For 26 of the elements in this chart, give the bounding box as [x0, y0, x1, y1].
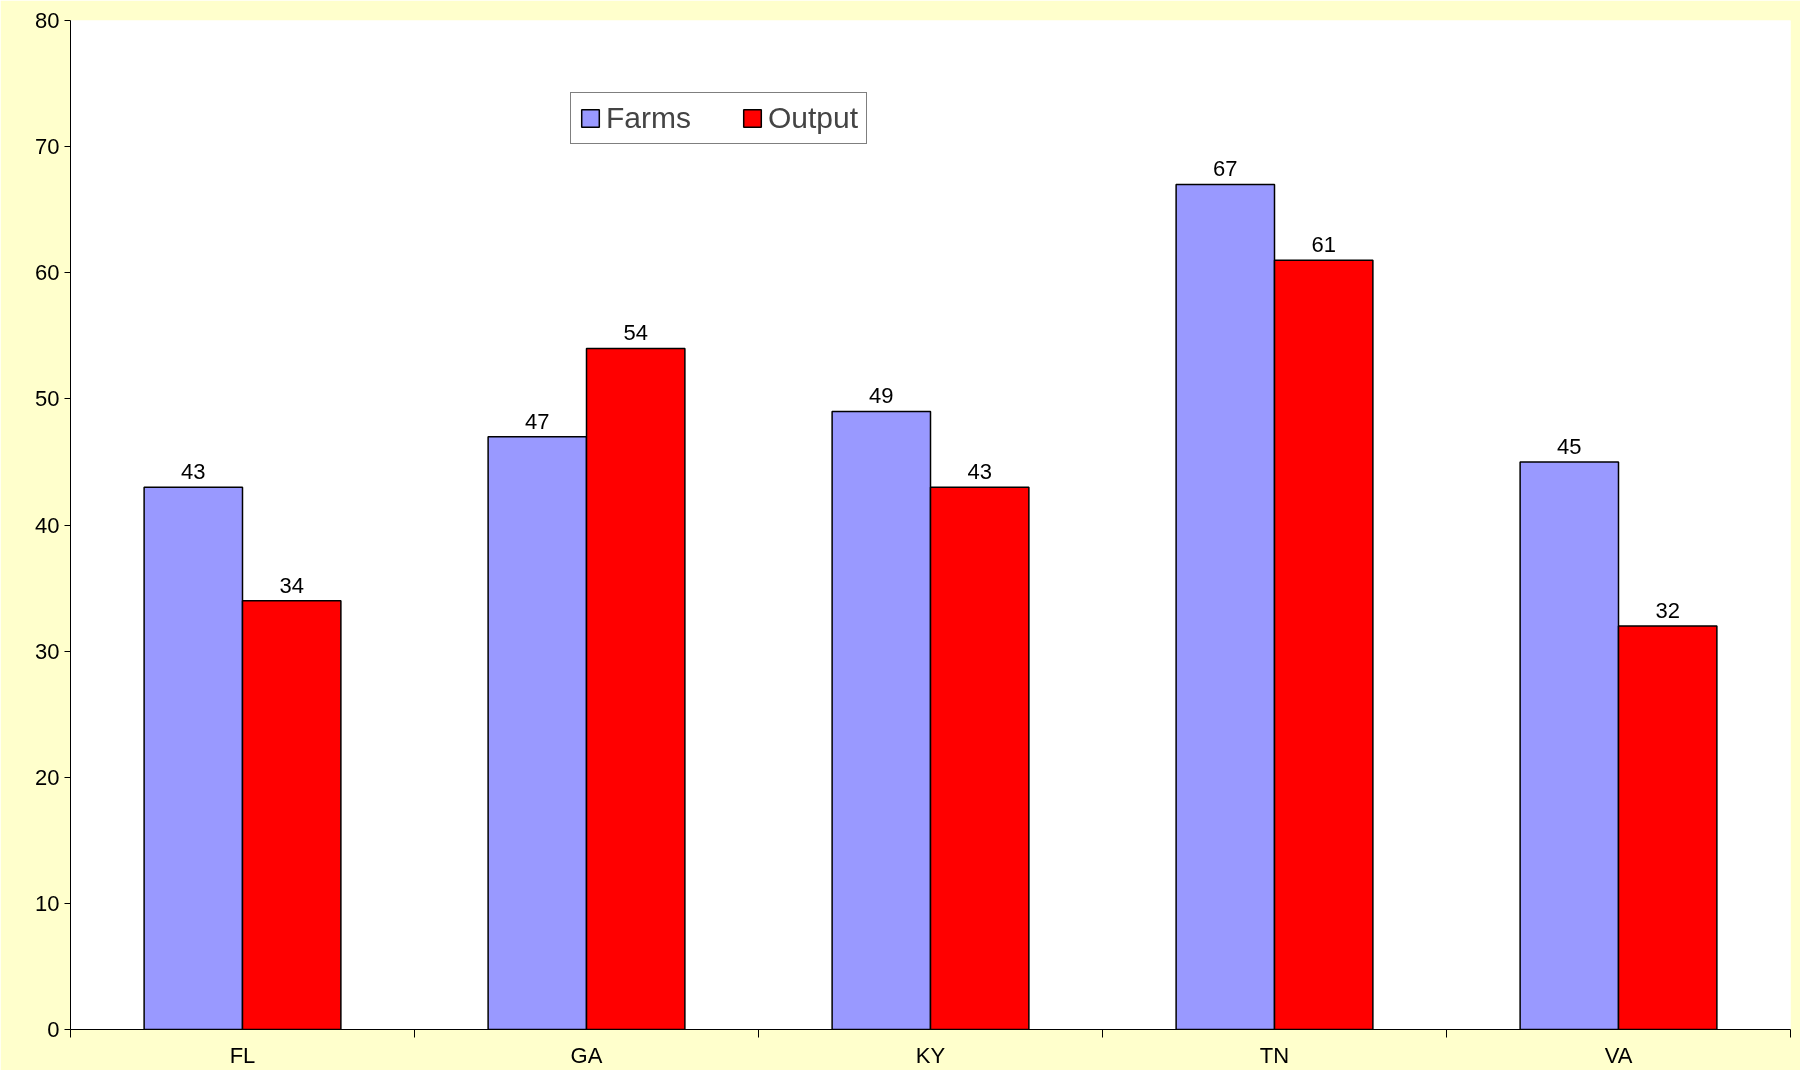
- x-tick-label: FL: [229, 1042, 256, 1068]
- y-tick-label: 70: [35, 134, 60, 160]
- x-tick-label: TN: [1259, 1042, 1290, 1068]
- data-label: 47: [525, 408, 550, 434]
- x-tick-label: VA: [1604, 1042, 1633, 1068]
- data-label: 45: [1557, 433, 1582, 459]
- data-label: 49: [869, 383, 894, 409]
- data-label: 43: [967, 459, 992, 485]
- data-label: 32: [1655, 597, 1680, 623]
- data-label: 34: [279, 572, 304, 598]
- y-tick-label: 40: [35, 512, 60, 538]
- y-tick-label: 50: [35, 386, 60, 412]
- x-tick-label: KY: [915, 1042, 946, 1068]
- data-label: 67: [1213, 156, 1238, 182]
- legend-label: Output: [768, 101, 859, 135]
- data-label: 43: [181, 459, 206, 485]
- y-tick-label: 0: [47, 1017, 60, 1042]
- y-tick-label: 10: [35, 890, 60, 916]
- y-tick-label: 30: [35, 638, 60, 664]
- y-tick-label: 80: [35, 8, 60, 33]
- legend-label: Farms: [606, 101, 691, 135]
- data-label: 54: [623, 320, 648, 346]
- y-tick-label: 20: [35, 764, 60, 790]
- x-tick-label: GA: [570, 1042, 603, 1068]
- data-label: 61: [1311, 232, 1336, 258]
- y-tick-label: 60: [35, 260, 60, 286]
